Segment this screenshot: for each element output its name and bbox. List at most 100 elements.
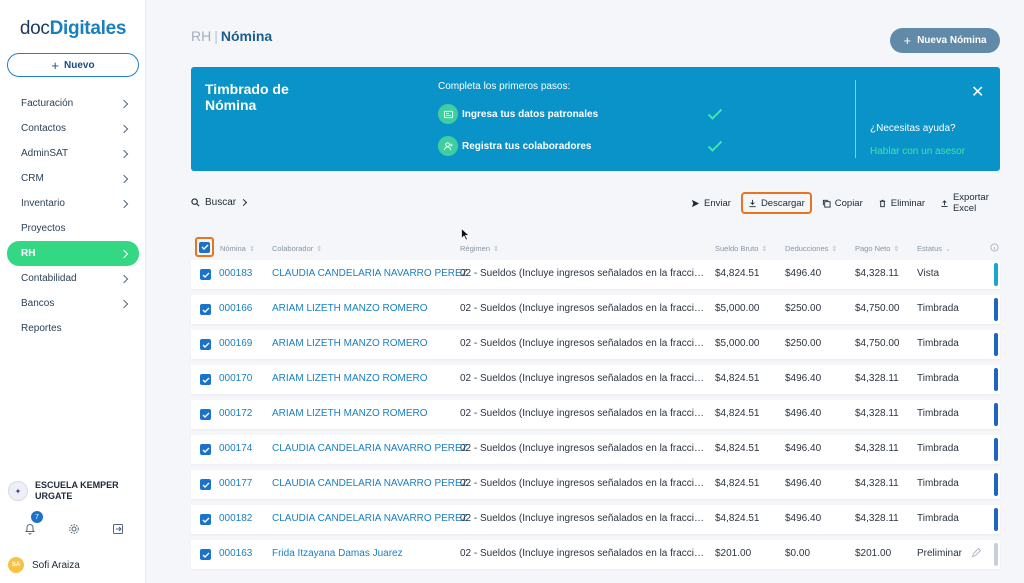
- breadcrumb-parent[interactable]: RH: [191, 28, 212, 44]
- column-header-sueldo-bruto[interactable]: Sueldo Bruto ⇕: [715, 244, 768, 253]
- row-checkbox[interactable]: [200, 514, 211, 525]
- sidebar-item-contactos[interactable]: Contactos: [7, 116, 139, 141]
- table-row[interactable]: 000183 CLAUDIA CANDELARIA NAVARRO PEREZ 02…: [191, 260, 1000, 289]
- chevron-right-icon: [119, 249, 129, 258]
- upload-icon: [941, 199, 948, 207]
- download-button[interactable]: Descargar: [740, 192, 812, 214]
- cell-colaborador-link[interactable]: CLAUDIA CANDELARIA NAVARRO PEREZ: [272, 268, 468, 279]
- pencil-icon[interactable]: [971, 548, 981, 558]
- column-header-regimen[interactable]: Régimen ⇕: [460, 244, 499, 253]
- trash-icon: [879, 199, 885, 207]
- app-logo[interactable]: docDigitales: [19, 18, 127, 39]
- gear-icon[interactable]: [63, 518, 85, 540]
- chevron-right-icon: [119, 124, 129, 133]
- status-indicator-bar: [994, 263, 998, 286]
- delete-button[interactable]: Eliminar: [873, 192, 930, 214]
- row-checkbox[interactable]: [200, 479, 211, 490]
- chevron-right-icon: [119, 174, 129, 183]
- select-all-checkbox[interactable]: [195, 237, 214, 257]
- cell-colaborador-link[interactable]: Frida Itzayana Damas Juarez: [272, 548, 403, 559]
- row-checkbox[interactable]: [200, 549, 211, 560]
- column-header-estatus[interactable]: Estatus ⌄: [917, 244, 951, 253]
- sidebar-item-inventario[interactable]: Inventario: [7, 191, 139, 216]
- onboarding-banner: Timbrado de Nómina Completa los primeros…: [191, 67, 1000, 171]
- column-header-nomina[interactable]: Nómina ⇕: [220, 244, 255, 253]
- cell-regimen: 02 - Sueldos (Incluye ingresos señalados…: [460, 373, 705, 384]
- notification-badge: 7: [31, 511, 43, 523]
- cell-nomina-link[interactable]: 000170: [219, 373, 253, 384]
- table-row[interactable]: 000177 CLAUDIA CANDELARIA NAVARRO PEREZ 02…: [191, 470, 1000, 499]
- search-label: Buscar: [205, 197, 237, 208]
- table-row[interactable]: 000169 ARIAM LIZETH MANZO ROMERO 02 - Suel…: [191, 330, 1000, 359]
- table-row[interactable]: 000174 CLAUDIA CANDELARIA NAVARRO PEREZ 02…: [191, 435, 1000, 464]
- cell-colaborador-link[interactable]: ARIAM LIZETH MANZO ROMERO: [272, 338, 428, 349]
- table-row[interactable]: 000166 ARIAM LIZETH MANZO ROMERO 02 - Suel…: [191, 295, 1000, 324]
- cell-sueldo-bruto: $4,824.51: [715, 408, 760, 419]
- table-row[interactable]: 000172 ARIAM LIZETH MANZO ROMERO 02 - Suel…: [191, 400, 1000, 429]
- sidebar-item-bancos[interactable]: Bancos: [7, 291, 139, 316]
- cell-estatus: Timbrada: [917, 513, 959, 524]
- organization-switcher[interactable]: ✦ ESCUELA KEMPER URGATE: [8, 480, 140, 502]
- sidebar-item-crm[interactable]: CRM: [7, 166, 139, 191]
- step-register-employees[interactable]: Registra tus colaboradores: [438, 136, 591, 156]
- row-checkbox[interactable]: [200, 304, 211, 315]
- cell-nomina-link[interactable]: 000172: [219, 408, 253, 419]
- info-icon[interactable]: [990, 243, 999, 254]
- cell-colaborador-link[interactable]: ARIAM LIZETH MANZO ROMERO: [272, 408, 428, 419]
- sidebar-item-facturaci-n[interactable]: Facturación: [7, 91, 139, 116]
- table-row[interactable]: 000163 Frida Itzayana Damas Juarez 02 - Su…: [191, 540, 1000, 569]
- cell-nomina-link[interactable]: 000183: [219, 268, 253, 279]
- user-profile[interactable]: SA Sofi Araiza: [8, 557, 80, 573]
- cell-colaborador-link[interactable]: ARIAM LIZETH MANZO ROMERO: [272, 373, 428, 384]
- cell-deducciones: $0.00: [785, 548, 811, 559]
- column-header-pago-neto[interactable]: Pago Neto ⇕: [855, 244, 900, 253]
- cell-nomina-link[interactable]: 000177: [219, 478, 253, 489]
- cell-nomina-link[interactable]: 000174: [219, 443, 253, 454]
- search-toggle[interactable]: Buscar: [191, 197, 248, 208]
- talk-to-advisor-link[interactable]: Hablar con un asesor: [870, 146, 966, 157]
- table-row[interactable]: 000182 CLAUDIA CANDELARIA NAVARRO PEREZ 02…: [191, 505, 1000, 534]
- row-checkbox[interactable]: [200, 444, 211, 455]
- cell-colaborador-link[interactable]: CLAUDIA CANDELARIA NAVARRO PEREZ: [272, 513, 468, 524]
- row-checkbox[interactable]: [200, 339, 211, 350]
- column-header-deducciones[interactable]: Deducciones ⇕: [785, 244, 838, 253]
- cell-regimen: 02 - Sueldos (Incluye ingresos señalados…: [460, 408, 705, 419]
- cell-colaborador-link[interactable]: CLAUDIA CANDELARIA NAVARRO PEREZ: [272, 443, 468, 454]
- sidebar-item-label: Facturación: [21, 98, 74, 109]
- sidebar-item-proyectos[interactable]: Proyectos: [7, 216, 139, 241]
- bell-icon[interactable]: 7: [19, 511, 43, 540]
- chevron-right-icon: [119, 199, 129, 208]
- copy-label: Copiar: [834, 197, 863, 209]
- sidebar-item-contabilidad[interactable]: Contabilidad: [7, 266, 139, 291]
- close-icon[interactable]: ✕: [971, 84, 985, 101]
- logout-icon[interactable]: [107, 518, 129, 540]
- cell-colaborador-link[interactable]: CLAUDIA CANDELARIA NAVARRO PEREZ: [272, 478, 468, 489]
- sidebar-item-rh[interactable]: RH: [7, 241, 139, 266]
- cell-deducciones: $496.40: [785, 408, 822, 419]
- row-checkbox[interactable]: [200, 409, 211, 420]
- sidebar-item-adminsat[interactable]: AdminSAT: [7, 141, 139, 166]
- checkbox-checked: [199, 241, 210, 253]
- copy-button[interactable]: Copiar: [817, 192, 868, 214]
- breadcrumb-separator: |: [214, 28, 218, 44]
- export-excel-button[interactable]: Exportar Excel: [935, 192, 1019, 214]
- row-checkbox[interactable]: [200, 269, 211, 280]
- send-button[interactable]: Enviar: [686, 192, 736, 214]
- cell-nomina-link[interactable]: 000166: [219, 303, 253, 314]
- cell-nomina-link[interactable]: 000163: [219, 548, 253, 559]
- cell-regimen: 02 - Sueldos (Incluye ingresos señalados…: [460, 513, 705, 524]
- table-row[interactable]: 000170 ARIAM LIZETH MANZO ROMERO 02 - Suel…: [191, 365, 1000, 394]
- cell-nomina-link[interactable]: 000169: [219, 338, 253, 349]
- sidebar-item-label: CRM: [21, 173, 44, 184]
- sidebar-item-reportes[interactable]: Reportes: [7, 316, 139, 341]
- step-employer-data[interactable]: Ingresa tus datos patronales: [438, 104, 598, 124]
- cell-sueldo-bruto: $5,000.00: [715, 303, 760, 314]
- new-payroll-button[interactable]: + Nueva Nómina: [890, 28, 1000, 53]
- column-header-colaborador[interactable]: Colaborador ⇕: [272, 244, 323, 253]
- sort-icon: ⇕: [248, 246, 255, 253]
- cell-colaborador-link[interactable]: ARIAM LIZETH MANZO ROMERO: [272, 303, 428, 314]
- cell-nomina-link[interactable]: 000182: [219, 513, 253, 524]
- row-checkbox[interactable]: [200, 374, 211, 385]
- cell-regimen: 02 - Sueldos (Incluye ingresos señalados…: [460, 548, 705, 559]
- new-button[interactable]: + Nuevo: [7, 53, 139, 77]
